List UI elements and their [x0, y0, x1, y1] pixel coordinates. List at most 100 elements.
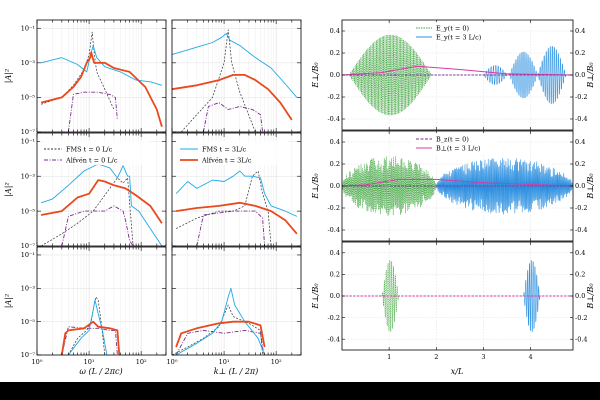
y-tick-label: 10⁻⁷ [21, 351, 36, 359]
y-axis-label-left: E⊥/B₀ [311, 283, 320, 310]
y-tick-label: 10⁻³ [21, 59, 36, 67]
y-tick-label-left: -0.4 [327, 115, 340, 123]
field-panel: -0.4 -0.4 -0.2 -0.2 0.0 0.0 0.2 0.2 0.4 0.4 E⊥/B₀ B… [311, 19, 595, 131]
y-tick-label-right: -0.2 [575, 93, 588, 101]
field-drift-line [341, 178, 574, 187]
x-tick-label: 1 [387, 353, 391, 361]
series-line-alf3 [175, 320, 266, 348]
y-tick-label-right: 0.4 [575, 249, 585, 257]
series-line-fms3 [40, 163, 163, 247]
y-tick-label-right: -0.4 [575, 115, 588, 123]
panel-frame [171, 19, 302, 133]
y-tick-label-left: -0.4 [327, 226, 340, 234]
y-tick-label-left: 0.4 [330, 249, 340, 257]
wave-packet [348, 34, 432, 116]
y-tick-label: 10⁻¹ [21, 251, 36, 259]
y-tick-label-left: 0.4 [330, 27, 340, 35]
y-axis-label-left: E⊥/B₀ [311, 173, 320, 200]
y-tick-label-right: 0.0 [575, 292, 585, 300]
y-tick-label-left: 0.4 [330, 138, 340, 146]
field-panel: -0.4 -0.4 -0.2 -0.2 0.0 0.0 0.2 0.2 0.4 0.4 E⊥/B₀ B… [311, 130, 595, 242]
y-tick-label: 10⁻³ [21, 172, 36, 180]
y-tick-label: 10⁻¹ [21, 24, 36, 32]
series-line-alf3 [40, 51, 163, 128]
series-line-alf0 [196, 210, 266, 247]
x-tick-label: 10² [136, 358, 147, 366]
spectrum-panel: 10⁻⁷ 10⁻⁵ 10⁻³ 10⁻¹ |A|² [4, 19, 167, 136]
y-tick-label-right: 0.2 [575, 271, 585, 279]
y-tick-label: 10⁻⁵ [21, 94, 36, 102]
y-axis-label-right: B⊥/B₀ [586, 173, 595, 200]
y-tick-label: 10⁻⁵ [21, 207, 36, 215]
y-tick-label-right: 0.4 [575, 138, 585, 146]
y-tick-label-right: -0.2 [575, 314, 588, 322]
spectrum-panel [171, 19, 302, 133]
y-tick-label: 10⁻³ [21, 285, 36, 293]
legend-label: FMS t = 0 L/c [66, 145, 113, 153]
y-tick-label: 10⁻⁷ [21, 242, 36, 250]
legend-box [176, 141, 288, 165]
x-axis-label: x/L [451, 367, 464, 376]
series-line-fms0 [175, 170, 272, 247]
legend: FMS t = 0 L/c Alfvén t = 0 L/c FMS t = 3L/… [40, 141, 288, 165]
series-line-fms3 [175, 170, 298, 217]
series-line-fms0 [171, 304, 263, 356]
y-tick-label-left: 0.0 [330, 292, 340, 300]
series-line-alf3 [40, 179, 163, 224]
y-tick-label: 10⁻⁵ [21, 318, 36, 326]
panel-frame [171, 246, 302, 356]
y-tick-label-left: -0.2 [327, 314, 340, 322]
legend-label: B⊥(t = 3 L/c) [436, 144, 481, 152]
y-tick-label-left: 0.0 [330, 182, 340, 190]
series-line-fms0 [180, 29, 256, 133]
x-tick-label: 10⁰ [167, 358, 178, 366]
series-line-alf0 [61, 205, 134, 247]
y-axis-label: |A|² [4, 69, 13, 83]
y-tick-label-left: 0.2 [330, 49, 340, 57]
x-axis-label: ω (L / 2πc) [79, 367, 122, 376]
y-tick-label-right: -0.4 [575, 335, 588, 343]
legend-label: FMS t = 3L/c [202, 145, 247, 153]
y-tick-label-right: 0.2 [575, 49, 585, 57]
y-tick-label-left: 0.2 [330, 271, 340, 279]
x-axis-label: k⊥ (L / 2π) [214, 367, 259, 376]
panel-frame [36, 19, 167, 133]
series-line-fms3 [171, 33, 298, 98]
x-tick-label: 10¹ [84, 358, 95, 366]
y-axis-label-right: B⊥/B₀ [586, 283, 595, 310]
field-drift-line [341, 65, 574, 76]
y-tick-label-left: 0.2 [330, 160, 340, 168]
legend-label: Alfvén t = 0 L/c [65, 156, 118, 164]
series-line-alf0 [67, 91, 118, 133]
series-line-fms0 [40, 177, 134, 247]
legend-box [40, 141, 150, 165]
y-tick-label: 10⁻¹ [21, 138, 36, 146]
series-line-alf3 [60, 320, 121, 356]
y-axis-label: |A|² [4, 294, 13, 308]
y-axis-label-left: E⊥/B₀ [311, 62, 320, 89]
x-tick-label: 4 [529, 353, 533, 361]
y-tick-label-right: 0.0 [575, 182, 585, 190]
y-tick-label-left: 0.0 [330, 71, 340, 79]
series-line-fms3 [175, 287, 266, 356]
field-panel: -0.4 -0.4 -0.2 -0.2 0.0 0.0 0.2 0.2 0.4 0.4 1 2 3 4 E⊥… [311, 241, 595, 361]
spectrum-panel: 10⁰ 10¹ 10² [167, 246, 302, 366]
y-tick-label-right: -0.4 [575, 226, 588, 234]
wave-packet [436, 157, 574, 215]
y-tick-label-left: -0.2 [327, 204, 340, 212]
spectrum-panel [171, 132, 302, 247]
panel-frame [36, 132, 167, 247]
series-line-alf0 [61, 326, 118, 356]
x-tick-label: 3 [481, 353, 485, 361]
legend-label: E_y(t = 3 L/c) [436, 33, 482, 41]
panel-frame [36, 246, 167, 356]
y-tick-label-left: -0.4 [327, 335, 340, 343]
series-line-alf0 [175, 329, 265, 356]
legend-label: B_z(t = 0) [436, 135, 469, 143]
y-tick-label-right: 0.2 [575, 160, 585, 168]
series-line-alf3 [171, 74, 293, 121]
x-tick-label: 10² [271, 358, 282, 366]
legend-label: E_y(t = 0) [436, 24, 470, 32]
series-line-alf0 [202, 102, 264, 133]
